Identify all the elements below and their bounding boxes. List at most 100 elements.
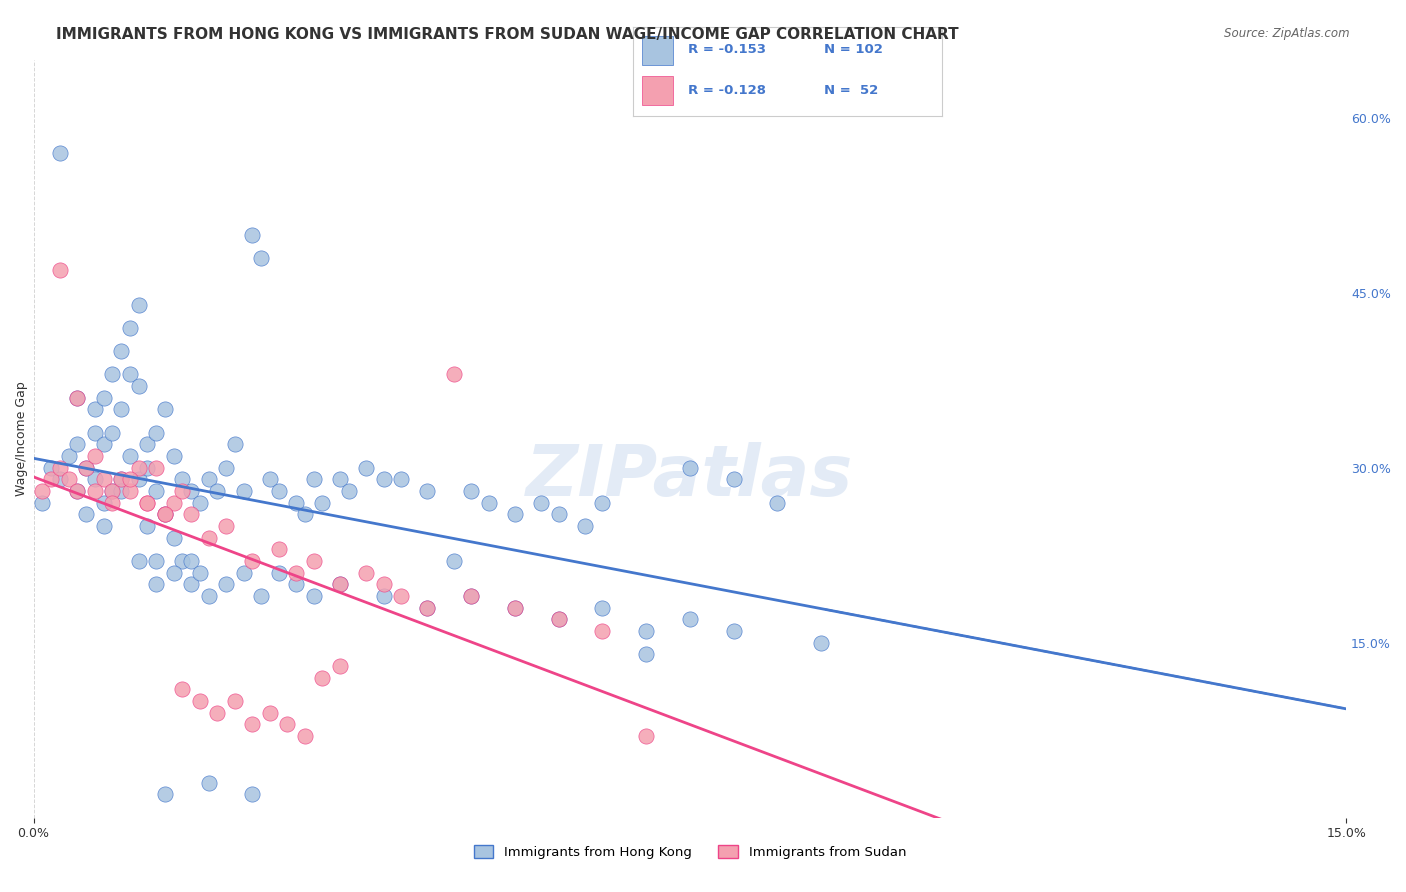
FancyBboxPatch shape bbox=[643, 36, 673, 65]
Point bbox=[66, 391, 89, 405]
Point bbox=[285, 577, 308, 591]
Point bbox=[110, 344, 132, 359]
Point bbox=[101, 425, 124, 440]
Point bbox=[267, 542, 290, 557]
Point bbox=[180, 577, 202, 591]
Point bbox=[636, 648, 658, 662]
Point bbox=[443, 554, 465, 568]
Point bbox=[460, 484, 482, 499]
Point bbox=[460, 589, 482, 603]
Point bbox=[180, 554, 202, 568]
Point bbox=[145, 554, 167, 568]
Text: IMMIGRANTS FROM HONG KONG VS IMMIGRANTS FROM SUDAN WAGE/INCOME GAP CORRELATION C: IMMIGRANTS FROM HONG KONG VS IMMIGRANTS … bbox=[56, 27, 959, 42]
Point bbox=[101, 496, 124, 510]
Text: N =  52: N = 52 bbox=[824, 84, 879, 96]
Point bbox=[58, 473, 80, 487]
Point bbox=[311, 496, 333, 510]
Point bbox=[285, 496, 308, 510]
FancyBboxPatch shape bbox=[643, 76, 673, 105]
Point bbox=[207, 484, 229, 499]
Point bbox=[93, 496, 115, 510]
Point bbox=[547, 612, 569, 626]
Point bbox=[83, 449, 105, 463]
Point bbox=[197, 589, 219, 603]
Point bbox=[354, 566, 377, 580]
Point bbox=[636, 729, 658, 743]
Point bbox=[224, 694, 246, 708]
Point bbox=[723, 473, 745, 487]
Point bbox=[83, 473, 105, 487]
Point bbox=[110, 484, 132, 499]
Point bbox=[162, 531, 184, 545]
Point bbox=[66, 391, 89, 405]
Text: R = -0.128: R = -0.128 bbox=[689, 84, 766, 96]
Point bbox=[128, 473, 150, 487]
Point bbox=[128, 297, 150, 311]
Point bbox=[240, 788, 263, 802]
Point bbox=[145, 425, 167, 440]
Point bbox=[311, 671, 333, 685]
Point bbox=[31, 484, 53, 499]
Point bbox=[285, 566, 308, 580]
Point bbox=[215, 519, 238, 533]
Text: N = 102: N = 102 bbox=[824, 44, 883, 56]
Point bbox=[49, 145, 72, 160]
Point bbox=[75, 508, 97, 522]
Point bbox=[128, 460, 150, 475]
Point bbox=[118, 321, 141, 335]
Point bbox=[373, 589, 395, 603]
Point bbox=[75, 460, 97, 475]
Point bbox=[723, 624, 745, 638]
Point bbox=[136, 496, 159, 510]
Point bbox=[197, 473, 219, 487]
Point bbox=[329, 473, 352, 487]
Point bbox=[215, 577, 238, 591]
Point bbox=[443, 368, 465, 382]
Point bbox=[207, 706, 229, 720]
Point bbox=[188, 496, 211, 510]
Point bbox=[172, 484, 194, 499]
Point bbox=[101, 484, 124, 499]
Point bbox=[66, 484, 89, 499]
Point bbox=[591, 600, 613, 615]
Point bbox=[162, 496, 184, 510]
Point bbox=[93, 391, 115, 405]
Point bbox=[162, 449, 184, 463]
Text: Source: ZipAtlas.com: Source: ZipAtlas.com bbox=[1225, 27, 1350, 40]
Point bbox=[503, 508, 526, 522]
Point bbox=[58, 449, 80, 463]
Point bbox=[591, 496, 613, 510]
Point bbox=[118, 449, 141, 463]
Point bbox=[188, 694, 211, 708]
Point bbox=[110, 402, 132, 417]
Point bbox=[679, 460, 702, 475]
Point bbox=[267, 566, 290, 580]
Point bbox=[188, 566, 211, 580]
Point bbox=[766, 496, 789, 510]
Point bbox=[136, 496, 159, 510]
Point bbox=[145, 460, 167, 475]
Point bbox=[118, 473, 141, 487]
Point bbox=[136, 437, 159, 451]
Point bbox=[136, 519, 159, 533]
Point bbox=[39, 460, 62, 475]
Point bbox=[172, 554, 194, 568]
Point bbox=[547, 508, 569, 522]
Point bbox=[337, 484, 360, 499]
Point bbox=[128, 379, 150, 393]
Point bbox=[591, 624, 613, 638]
Point bbox=[250, 589, 273, 603]
Point bbox=[636, 624, 658, 638]
Text: R = -0.153: R = -0.153 bbox=[689, 44, 766, 56]
Point bbox=[232, 566, 254, 580]
Point bbox=[172, 473, 194, 487]
Point bbox=[373, 473, 395, 487]
Point bbox=[162, 566, 184, 580]
Point bbox=[478, 496, 501, 510]
Point bbox=[259, 706, 281, 720]
Point bbox=[180, 508, 202, 522]
Point bbox=[329, 577, 352, 591]
Point bbox=[250, 251, 273, 265]
Point bbox=[215, 460, 238, 475]
Point bbox=[547, 612, 569, 626]
